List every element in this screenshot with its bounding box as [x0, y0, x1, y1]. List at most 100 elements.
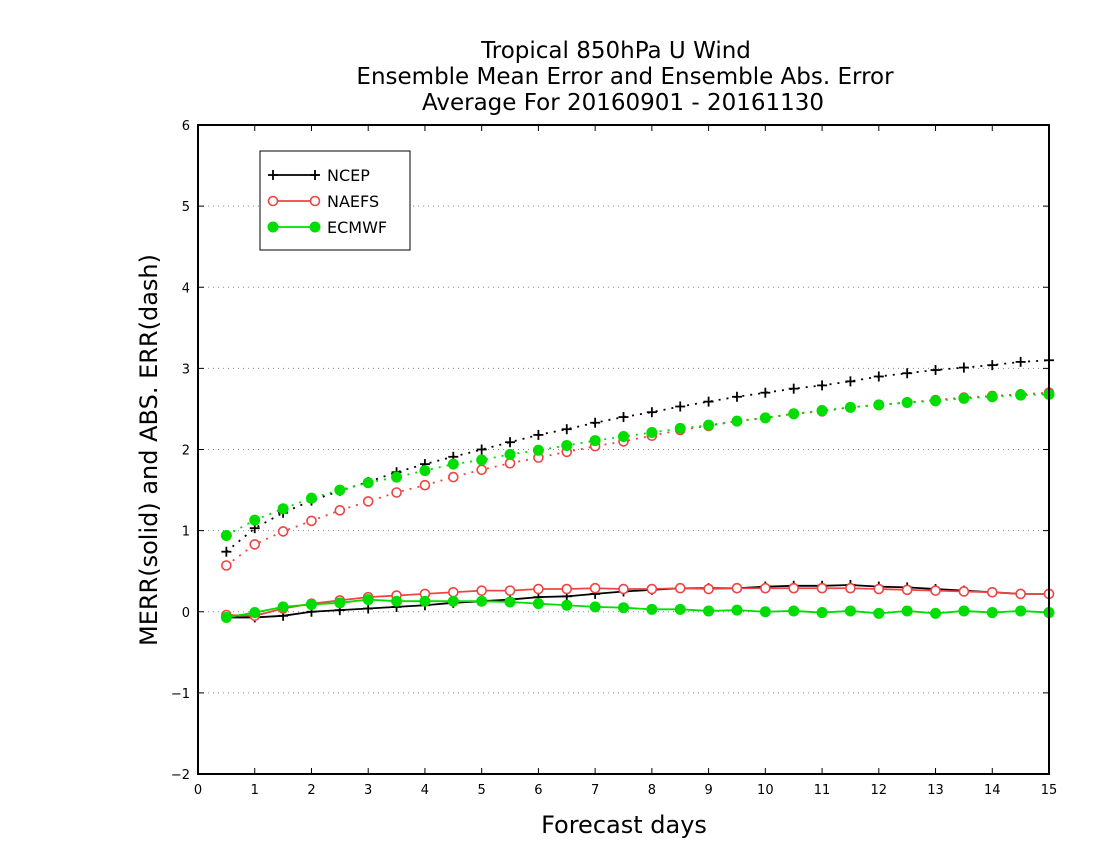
point-naefs-merr-26: [958, 586, 970, 597]
point-ecmwf-merr-24: [901, 605, 913, 617]
point-naefs-merr-14: [618, 583, 629, 595]
point-ecmwf-merr-23: [873, 607, 885, 619]
point-ncep-abs-err-16: [675, 401, 686, 412]
point-ecmwf-abs-err-24: [901, 396, 913, 408]
legend-marker-left-naefs: [267, 195, 279, 207]
point-ecmwf-abs-err-3: [305, 492, 317, 504]
point-ecmwf-abs-err-6: [391, 471, 403, 483]
series-line-ecmwf-abs-err: [225, 393, 1050, 537]
point-ecmwf-merr-15: [646, 603, 658, 615]
series-naefs: [221, 387, 1055, 622]
x-tick-label: 11: [814, 783, 831, 798]
legend-swatch-ecmwf: [267, 221, 321, 233]
point-ecmwf-abs-err-10: [504, 448, 516, 460]
legend-label-naefs: NAEFS: [327, 192, 379, 211]
point-ncep-abs-err-9: [476, 444, 487, 455]
point-ecmwf-abs-err-20: [788, 408, 800, 420]
point-ecmwf-abs-err-5: [362, 477, 374, 489]
x-tick-label: 13: [927, 783, 944, 798]
legend-marker-right-naefs: [309, 195, 321, 207]
point-ncep-abs-err-19: [760, 387, 771, 398]
point-ncep-abs-err-0: [221, 546, 232, 557]
point-ecmwf-merr-18: [731, 604, 743, 616]
y-tick-label: 5: [182, 200, 190, 215]
point-naefs-merr-12: [561, 583, 573, 595]
point-ecmwf-abs-err-23: [873, 399, 885, 411]
point-ecmwf-merr-21: [816, 607, 828, 619]
point-ecmwf-merr-20: [788, 605, 800, 617]
point-naefs-merr-16: [674, 582, 686, 594]
point-ecmwf-abs-err-27: [986, 391, 998, 403]
point-ecmwf-merr-13: [589, 601, 601, 613]
point-ecmwf-abs-err-2: [277, 503, 289, 515]
point-ncep-abs-err-15: [646, 407, 657, 418]
point-ecmwf-abs-err-15: [646, 426, 658, 438]
point-naefs-merr-24: [901, 584, 913, 596]
point-naefs-merr-8: [447, 586, 459, 598]
point-ecmwf-merr-8: [447, 595, 459, 607]
point-ncep-abs-err-10: [505, 437, 516, 448]
point-naefs-merr-11: [533, 583, 544, 595]
point-naefs-abs-err-5: [362, 496, 374, 507]
point-ncep-abs-err-24: [902, 368, 913, 379]
point-naefs-abs-err-10: [504, 457, 516, 469]
legend-swatch-ncep: [268, 170, 320, 180]
point-ecmwf-abs-err-7: [419, 465, 431, 477]
point-naefs-abs-err-3: [306, 515, 317, 527]
point-ecmwf-abs-err-17: [703, 419, 715, 431]
point-ecmwf-merr-16: [674, 603, 686, 615]
point-ecmwf-merr-9: [476, 595, 488, 607]
point-ecmwf-abs-err-21: [816, 405, 828, 417]
series-line-naefs-abs-err: [225, 391, 1050, 567]
x-tick-label: 10: [757, 783, 774, 798]
point-naefs-merr-23: [873, 583, 885, 595]
point-ecmwf-merr-27: [986, 607, 998, 619]
y-tick-label: 6: [182, 119, 190, 134]
point-ncep-abs-err-21: [817, 380, 828, 391]
point-ncep-abs-err-26: [958, 362, 969, 373]
chart-title-line-3: Average For 20160901 - 20161130: [422, 90, 824, 116]
point-naefs-merr-21: [816, 582, 828, 594]
point-ecmwf-merr-1: [249, 607, 261, 619]
x-tick-label: 5: [478, 783, 486, 798]
point-ecmwf-merr-19: [759, 606, 771, 618]
legend-entry-ncep: NCEP: [268, 166, 370, 185]
x-tick-label: 9: [704, 783, 712, 798]
point-naefs-merr-13: [589, 582, 601, 594]
point-ncep-abs-err-14: [618, 412, 629, 423]
point-naefs-merr-28: [1015, 588, 1026, 600]
point-naefs-merr-20: [788, 582, 800, 594]
point-naefs-abs-err-2: [277, 526, 289, 537]
point-ecmwf-merr-10: [504, 596, 516, 608]
point-ecmwf-abs-err-0: [220, 529, 232, 541]
point-ecmwf-abs-err-16: [674, 422, 686, 434]
y-tick-label: 1: [182, 525, 190, 540]
y-tick-label: −1: [171, 687, 190, 702]
legend-marker-left-ecmwf: [267, 221, 279, 233]
point-ncep-abs-err-17: [703, 396, 714, 407]
y-tick-label: −2: [171, 768, 190, 783]
point-ecmwf-abs-err-13: [589, 435, 601, 447]
legend-label-ncep: NCEP: [327, 166, 370, 185]
point-ncep-abs-err-27: [987, 360, 998, 371]
point-ecmwf-merr-0: [220, 611, 232, 623]
point-ecmwf-merr-2: [277, 601, 289, 613]
legend: NCEP NAEFS ECMWF: [259, 150, 411, 251]
legend-label-ecmwf: ECMWF: [327, 218, 387, 237]
point-ecmwf-merr-5: [362, 594, 374, 606]
x-tick-label: 12: [871, 783, 888, 798]
point-naefs-merr-27: [986, 586, 998, 598]
point-naefs-abs-err-7: [419, 479, 431, 491]
chart-title-line-2: Ensemble Mean Error and Ensemble Abs. Er…: [356, 64, 894, 90]
x-axis-label: Forecast days: [541, 811, 707, 839]
point-ecmwf-merr-3: [305, 598, 317, 610]
point-ecmwf-merr-6: [391, 595, 403, 607]
legend-marker-right-ncep: [310, 170, 320, 180]
x-tick-label: 15: [1041, 783, 1058, 798]
point-ecmwf-abs-err-14: [618, 431, 629, 443]
point-ncep-abs-err-23: [873, 371, 884, 382]
point-ecmwf-abs-err-11: [532, 444, 544, 456]
